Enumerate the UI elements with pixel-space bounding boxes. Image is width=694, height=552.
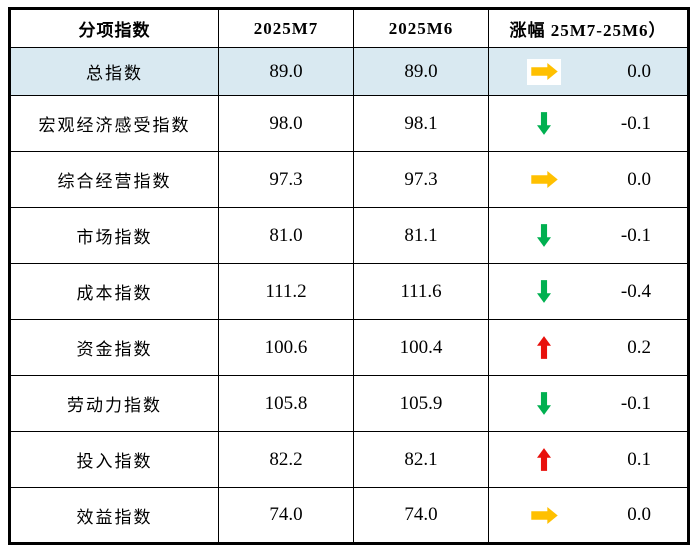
m7-value-cell: 100.6 [218,319,354,376]
header-2025m6: 2025M6 [353,8,489,48]
m7-value-cell: 97.3 [218,151,354,208]
m7-value-cell: 74.0 [218,487,354,544]
m6-value-cell: 74.0 [353,487,489,544]
m6-value-cell: 89.0 [353,47,489,96]
change-value: 0.1 [627,448,651,470]
m7-value-cell: 105.8 [218,375,354,432]
right-arrow-icon [527,58,561,85]
m6-value-cell: 97.3 [353,151,489,208]
m7-value-cell: 81.0 [218,207,354,264]
m7-value-cell: 82.2 [218,431,354,488]
m6-value-cell: 100.4 [353,319,489,376]
m7-value-cell: 98.0 [218,95,354,152]
change-cell: 0.0 [488,151,689,208]
index-name-cell: 效益指数 [9,487,219,544]
change-value: -0.1 [620,112,651,134]
change-cell: 0.1 [488,431,689,488]
change-cell: 0.2 [488,319,689,376]
index-name-cell: 资金指数 [9,319,219,376]
change-cell: -0.1 [488,375,689,432]
table-row: 效益指数 74.0 74.0 0.0 [9,487,689,544]
up-arrow-icon [527,446,561,473]
change-cell: 0.0 [488,487,689,544]
header-2025m7: 2025M7 [218,8,354,48]
change-cell: -0.4 [488,263,689,320]
change-value: 0.0 [627,504,651,525]
table-row: 资金指数 100.6 100.4 0.2 [9,319,689,376]
index-name-cell: 市场指数 [9,207,219,264]
down-arrow-icon [527,110,561,137]
table-row: 市场指数 81.0 81.1 -0.1 [9,207,689,264]
table-row: 成本指数 111.2 111.6 -0.4 [9,263,689,320]
m6-value-cell: 98.1 [353,95,489,152]
change-cell: 0.0 [488,47,689,96]
index-name-cell: 宏观经济感受指数 [9,95,219,152]
index-name-cell: 总指数 [9,47,219,96]
table-body: 总指数 89.0 89.0 0.0 宏观经济感受指数 98.0 98.1 -0.… [9,47,689,544]
change-value: -0.4 [620,280,651,302]
m6-value-cell: 111.6 [353,263,489,320]
change-cell: -0.1 [488,207,689,264]
down-arrow-icon [527,390,561,417]
down-arrow-icon [527,278,561,305]
m7-value-cell: 111.2 [218,263,354,320]
table-row: 综合经营指数 97.3 97.3 0.0 [9,151,689,208]
table-header-row: 分项指数 2025M7 2025M6 涨幅 25M7-25M6） [9,8,689,48]
header-category: 分项指数 [9,8,219,48]
index-table: 分项指数 2025M7 2025M6 涨幅 25M7-25M6） 总指数 89.… [8,7,690,545]
table-row: 总指数 89.0 89.0 0.0 [9,47,689,96]
index-name-cell: 劳动力指数 [9,375,219,432]
index-name-cell: 投入指数 [9,431,219,488]
header-change: 涨幅 25M7-25M6） [488,8,689,48]
change-value: 0.2 [627,336,651,358]
m7-value-cell: 89.0 [218,47,354,96]
right-arrow-icon [527,166,561,193]
m6-value-cell: 81.1 [353,207,489,264]
down-arrow-icon [527,222,561,249]
index-name-cell: 成本指数 [9,263,219,320]
table-row: 劳动力指数 105.8 105.9 -0.1 [9,375,689,432]
change-value: -0.1 [620,224,651,246]
right-arrow-icon [527,502,561,528]
change-cell: -0.1 [488,95,689,152]
m6-value-cell: 82.1 [353,431,489,488]
table-row: 投入指数 82.2 82.1 0.1 [9,431,689,488]
change-value: -0.1 [620,392,651,414]
table-row: 宏观经济感受指数 98.0 98.1 -0.1 [9,95,689,152]
change-value: 0.0 [627,168,651,190]
m6-value-cell: 105.9 [353,375,489,432]
index-name-cell: 综合经营指数 [9,151,219,208]
up-arrow-icon [527,334,561,361]
change-value: 0.0 [627,60,651,82]
